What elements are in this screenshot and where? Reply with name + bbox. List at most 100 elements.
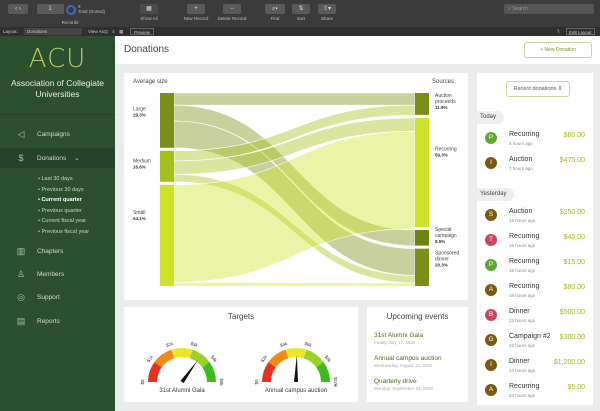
donation-amount: $5.00 [567,384,585,391]
shield-dollar-icon: $ [18,153,24,163]
donation-time: 23 hours ago [509,393,536,398]
donation-row[interactable]: S Auction 16 hours ago $250.00 [485,207,585,229]
gauge-tick-label: $0 [140,379,145,385]
donation-row[interactable]: P Recurring 18 hours ago $15.00 [485,257,585,279]
donation-time: 18 hours ago [509,293,536,298]
gauge-tick-label: $4k [280,341,289,348]
donation-row[interactable]: P Recurring 4 hours ago $60.00 [485,130,585,152]
donation-type: Auction [509,208,533,215]
donation-time: 22 hours ago [509,343,536,348]
donation-row[interactable]: A Recurring 18 hours ago $80.00 [485,282,585,304]
gauge-31st-alumni-gala: $0 $1k $2k $3k $4k $5k 31st Alumni Gala [140,341,224,394]
sidebar-item-donations[interactable]: $ Donations ⌄ [0,148,115,168]
sankey-target-pct: 8.5% [435,239,445,244]
preview-button[interactable]: Preview [130,28,155,35]
sidebar-subitem-last-30-days[interactable]: • Last 30 days [38,176,73,182]
sidebar-item-label: Campaigns [37,130,70,138]
sort-button[interactable]: ⇅ Sort [286,0,316,21]
group-header-yesterday: Yesterday [477,188,515,201]
sidebar-subitem-current-fiscal-year[interactable]: • Current fiscal year [38,218,87,224]
sidebar-item-support[interactable]: ◎ Support [0,287,115,307]
sidebar-item-label: Support [37,293,60,301]
delete-record-label: Delete Record [217,16,247,21]
sidebar-item-chapters[interactable]: ▥ Chapters [0,241,115,261]
sankey-flow-small-to-sponsored-dinner [173,281,416,287]
event-item[interactable]: 31st Alumni Gala Friday, July 17, 2020 [374,332,423,345]
prev-next-record-buttons[interactable]: ‹ › [8,4,28,14]
sidebar-subitem-previous-fiscal-year[interactable]: • Previous fiscal year [38,228,90,235]
new-record-button[interactable]: + New Record [176,0,216,21]
total-label: Total (Sorted) [78,9,106,14]
sankey-node-recurring [415,117,429,228]
sankey-source-label: Large [133,107,146,113]
gauge-annual-campus-auction: $0 $2k $4k $6k $8k $10k Annual campus auction [254,341,338,394]
donation-row[interactable]: G Campaign #2 22 hours ago $300.00 [485,332,585,354]
donation-amount: $60.00 [563,132,585,139]
donation-amount: $250.00 [559,209,585,216]
person-star-icon: ♙ [16,268,26,279]
sankey-card: Average size Sources Large 29.3% Medium 16.… [124,73,468,300]
donation-time: 18 hours ago [509,243,536,248]
donation-amount: $475.00 [559,157,585,164]
new-donation-button[interactable]: + New Donation [524,42,592,58]
recent-donations-select[interactable]: Recent donations ⇕ [506,81,570,97]
sankey-node-large [160,93,174,148]
sankey-left-title: Average size [133,79,168,85]
gauge-band [154,349,175,368]
donor-avatar: I [485,359,497,371]
layout-select[interactable]: Donations [24,28,82,35]
view-as-list-icon[interactable]: ≡ [112,29,115,34]
sort-label: Sort [296,16,306,21]
donation-row[interactable]: B Dinner 22 hours ago $500.00 [485,307,585,329]
find-button[interactable]: ⌕▾ Find [260,0,290,21]
donor-avatar: A [485,384,497,396]
search-placeholder: Search [512,6,529,12]
donation-time: 22 hours ago [509,318,536,323]
event-date: Wednesday, August 12, 2020 [374,363,433,368]
sankey-node-sponsored-dinner [415,248,429,286]
sidebar-item-reports[interactable]: ▤ Reports [0,311,115,331]
event-item[interactable]: Quarterly drive Monday, September 21, 202… [374,378,433,391]
donor-avatar: T [485,234,497,246]
edit-layout-button[interactable]: Edit Layout [566,28,595,35]
sankey-target-pct: 20.3% [435,263,448,268]
gauge-band [202,362,216,382]
donation-row[interactable]: A Recurring 23 hours ago $5.00 [485,382,585,404]
sankey-source-pct: 29.3% [133,113,146,118]
sidebar-item-label: Donations [37,154,67,162]
donation-row[interactable]: I Auction 7 hours ago $475.00 [485,155,585,177]
sidebar-item-members[interactable]: ♙ Members [0,264,115,284]
sankey-target-pct: 11.9% [435,105,448,110]
building-icon: ▥ [16,245,26,256]
megaphone-icon: ◁ [17,128,25,139]
sankey-node-special-campaign [415,230,429,246]
records-pie-icon [66,5,76,15]
donor-avatar: P [485,132,497,144]
inspector-icon[interactable]: Ꞁ [557,29,560,34]
sidebar-subitem-previous-30-days[interactable]: • Previous 30 days [38,186,84,193]
event-item[interactable]: Annual campus auction Wednesday, August 1… [374,355,442,368]
nav-arrows-icon[interactable]: ‹ › [8,4,28,14]
sidebar-subitem-previous-quarter[interactable]: • Previous quarter [38,207,82,214]
search-input[interactable]: ⌕ Search [504,4,594,14]
show-all-button[interactable]: ▦ Show All [134,0,164,21]
record-number-field[interactable]: 1 [36,4,64,14]
donation-row[interactable]: T Recurring 18 hours ago $40.00 [485,232,585,254]
view-as-table-icon[interactable]: ▦ [119,29,124,34]
view-as-form-icon[interactable]: ▤ [104,29,109,34]
event-name: Quarterly drive [374,378,417,385]
share-button[interactable]: ⇪▾ Share [312,0,342,21]
delete-record-button[interactable]: − Delete Record [208,0,256,21]
sidebar-subitem-current-quarter[interactable]: • Current quarter [38,197,82,203]
donation-time: 16 hours ago [509,218,536,223]
gauge-band [285,348,307,359]
show-all-icon: ▦ [140,4,158,14]
sankey-target-label: Special campaign [435,227,457,239]
gauge-tick-label: $1k [146,354,155,363]
records-label: Records [61,20,79,25]
chevron-down-icon: ⌄ [74,155,80,162]
donation-row[interactable]: I Dinner 23 hours ago $1,200.00 [485,357,585,379]
sidebar-item-campaigns[interactable]: ◁ Campaigns [0,124,115,144]
gauge-tick-label: $6k [304,341,313,348]
sankey-target-label: Auction proceeds [435,93,456,105]
